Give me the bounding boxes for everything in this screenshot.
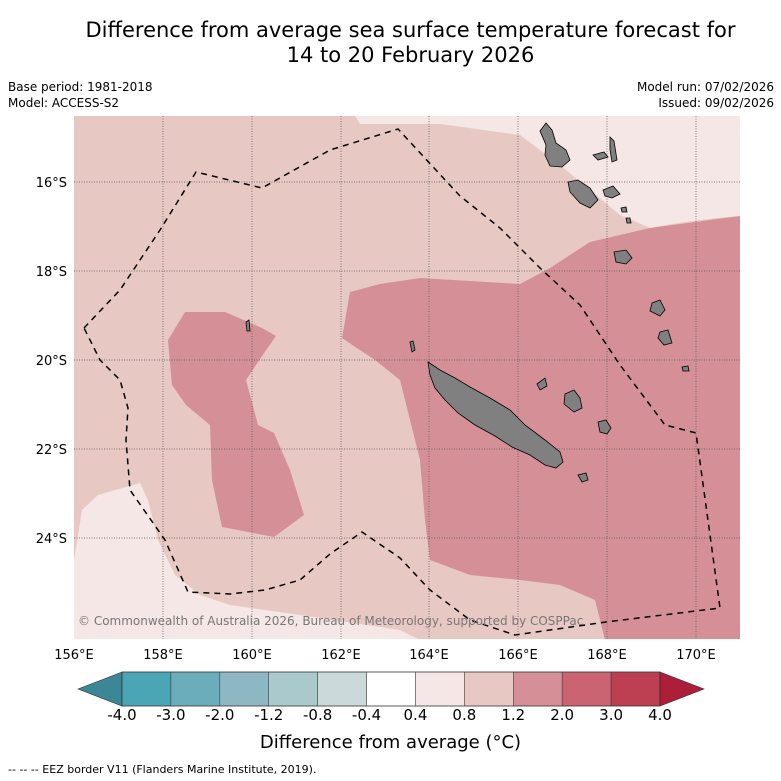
model-run-text: Model run: 07/02/2026: [636, 80, 774, 94]
ouvea-island: [536, 377, 548, 391]
colorbar-bin: [268, 671, 318, 707]
lon-label-164: 164°E: [409, 648, 449, 663]
eez-legend-text: -- -- -- EEZ border V11 (Flanders Marine…: [8, 763, 317, 776]
latitude-labels: 16°S 18°S 20°S 22°S 24°S: [36, 176, 67, 547]
colorbar-tick-label: 3.0: [599, 706, 623, 724]
espiritu-santo-island: [539, 122, 571, 168]
belep-islands: [409, 340, 416, 353]
lon-label-162: 162°E: [321, 648, 361, 663]
lat-label-22s: 22°S: [36, 443, 67, 458]
copyright-text: © Commonwealth of Australia 2026, Bureau…: [78, 614, 584, 628]
model-text: Model: ACCESS-S2: [8, 96, 120, 110]
lon-label-170: 170°E: [676, 648, 716, 663]
colorbar-bin: [317, 671, 367, 707]
lat-label-18s: 18°S: [36, 265, 67, 280]
erromango-island: [613, 249, 633, 265]
colorbar: -4.0 -3.0 -2.0 -1.2 -0.8 -0.4 0.4 0.8 1.2 2.0 3.0 4…: [77, 671, 705, 724]
lon-label-156: 156°E: [54, 648, 94, 663]
chart-title: Difference from average sea surface temp…: [0, 18, 781, 68]
anomaly-1.2-2.0-east: [342, 216, 740, 639]
colorbar-tick-label: 2.0: [550, 706, 574, 724]
colorbar-bins: [121, 671, 661, 707]
lon-label-168: 168°E: [587, 648, 627, 663]
title-line-1: Difference from average sea surface temp…: [85, 18, 736, 42]
colorbar-bin: [464, 671, 514, 707]
colorbar-tick-label: 4.0: [648, 706, 672, 724]
tanna-island: [649, 299, 666, 317]
longitude-labels: 156°E 158°E 160°E 162°E 164°E 166°E 168°…: [54, 648, 716, 663]
colorbar-bin: [415, 671, 465, 707]
colorbar-bin: [366, 671, 416, 707]
colorbar-bin: [219, 671, 269, 707]
lon-label-160: 160°E: [232, 648, 272, 663]
colorbar-tick-labels: -4.0 -3.0 -2.0 -1.2 -0.8 -0.4 0.4 0.8 1.2 2.0 3.0 4…: [107, 706, 672, 724]
lon-label-166: 166°E: [498, 648, 538, 663]
colorbar-tick-label: -0.4: [352, 706, 381, 724]
issued-text: Issued: 09/02/2026: [658, 96, 774, 110]
colorbar-high-extend: [659, 671, 705, 707]
colorbar-tick-label: 1.2: [501, 706, 525, 724]
aneityum-island: [657, 329, 673, 346]
colorbar-bin: [513, 671, 563, 707]
meta-right: Model run: 07/02/2026 Issued: 09/02/2026: [637, 79, 774, 111]
anomaly-1.2-2.0-west: [168, 312, 304, 537]
land-masses: [245, 122, 690, 483]
isle-of-pines: [577, 472, 589, 483]
lon-label-158: 158°E: [143, 648, 183, 663]
colorbar-low-extend: [77, 671, 123, 707]
mare-island: [597, 419, 612, 435]
colorbar-frame: [121, 671, 661, 707]
graticule: [74, 116, 740, 639]
colorbar-tick-label: -0.8: [303, 706, 332, 724]
matthew-island: [681, 365, 690, 372]
anomaly-0.4-0.8-northeast: [355, 116, 740, 228]
colorbar-bin: [170, 671, 221, 707]
lifou-island: [563, 389, 583, 413]
colorbar-bin: [610, 671, 661, 707]
pentecost-island: [609, 136, 618, 163]
small-islet-a: [620, 206, 628, 213]
lat-label-16s: 16°S: [36, 176, 67, 191]
map-area: [74, 116, 740, 639]
colorbar-tick-label: 0.4: [404, 706, 428, 724]
base-period-text: Base period: 1981-2018: [8, 80, 153, 94]
colorbar-bin: [561, 671, 612, 707]
colorbar-tick-label: -3.0: [156, 706, 185, 724]
lat-label-20s: 20°S: [36, 354, 67, 369]
colorbar-bin: [121, 671, 172, 707]
lat-label-24s: 24°S: [36, 532, 67, 547]
malakula-island: [567, 179, 599, 209]
colorbar-tick-label: -1.2: [254, 706, 283, 724]
colorbar-label: Difference from average (°C): [259, 732, 522, 753]
colorbar-tick-label: -4.0: [107, 706, 136, 724]
epi-island: [602, 185, 621, 199]
title-line-2: 14 to 20 February 2026: [286, 43, 535, 67]
small-islet-b: [625, 217, 632, 224]
chesterfield-islet: [245, 319, 251, 332]
colorbar-tick-label: 0.8: [452, 706, 476, 724]
anomaly-0.4-0.8-southwest: [74, 483, 418, 639]
colorbar-tick-label: -2.0: [205, 706, 234, 724]
new-caledonia-mainland: [427, 361, 564, 469]
meta-left: Base period: 1981-2018 Model: ACCESS-S2: [8, 79, 153, 111]
maewo-island: [592, 151, 609, 161]
eez-border: [83, 128, 721, 636]
